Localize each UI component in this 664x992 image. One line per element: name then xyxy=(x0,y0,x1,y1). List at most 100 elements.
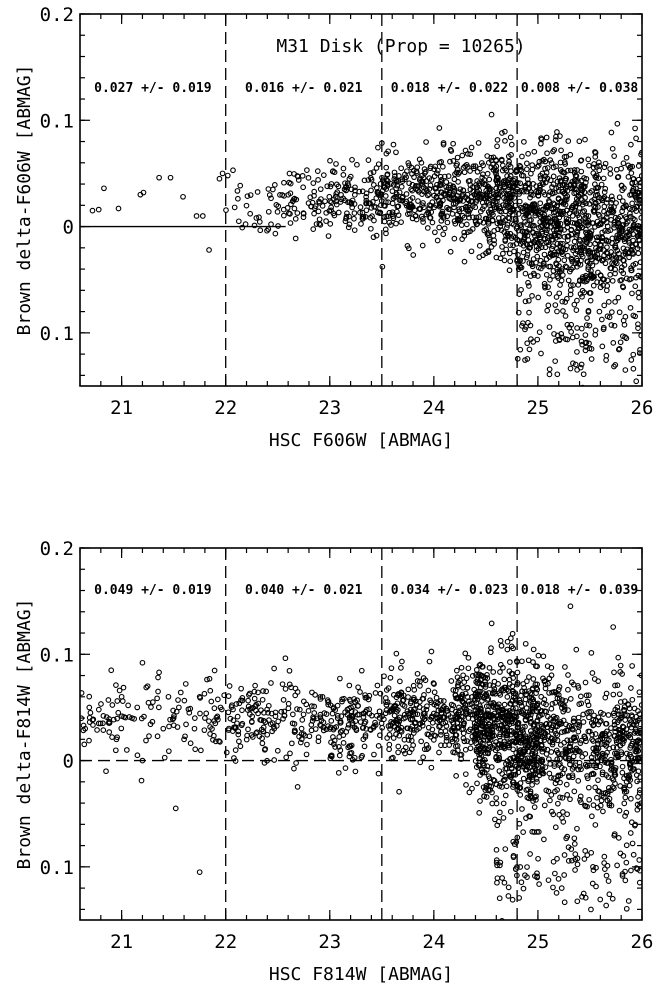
data-point xyxy=(239,697,246,704)
data-point xyxy=(564,252,571,259)
data-point xyxy=(580,384,585,386)
data-point xyxy=(518,879,525,886)
y-tick-label: 0.2 xyxy=(40,4,74,26)
data-point xyxy=(497,809,503,816)
data-point xyxy=(605,788,612,795)
data-point xyxy=(599,732,605,739)
data-point xyxy=(474,677,481,683)
data-point xyxy=(517,792,524,798)
data-point xyxy=(345,224,352,231)
data-point xyxy=(517,241,524,247)
data-point xyxy=(584,231,590,238)
data-point xyxy=(518,692,524,699)
data-point xyxy=(467,745,474,752)
data-point xyxy=(285,191,292,198)
data-point xyxy=(299,172,306,179)
data-point xyxy=(459,205,465,212)
data-point xyxy=(620,852,627,859)
data-point xyxy=(620,160,627,167)
data-point xyxy=(481,203,487,210)
data-point xyxy=(346,682,353,689)
data-point xyxy=(578,737,585,744)
data-point xyxy=(578,251,585,258)
data-point xyxy=(604,196,610,203)
data-point xyxy=(465,654,472,661)
data-point xyxy=(139,659,146,666)
data-point xyxy=(304,167,310,173)
data-point xyxy=(249,734,256,740)
data-point xyxy=(428,699,435,706)
data-point xyxy=(600,175,607,182)
data-point xyxy=(300,184,306,191)
data-point xyxy=(569,334,576,341)
data-point xyxy=(437,723,443,729)
data-point xyxy=(439,714,446,721)
y-axis-label-f606w: Brown delta-F606W [ABMAG] xyxy=(14,65,35,336)
data-point xyxy=(541,746,548,752)
data-point xyxy=(501,715,508,722)
data-point xyxy=(406,207,412,214)
data-point xyxy=(542,681,549,688)
data-point xyxy=(558,147,564,154)
data-point xyxy=(420,675,427,681)
data-point xyxy=(346,753,353,760)
data-point xyxy=(360,714,367,720)
data-point xyxy=(486,690,492,696)
data-point xyxy=(490,669,497,675)
data-point xyxy=(114,715,120,722)
data-point xyxy=(230,717,237,724)
data-point xyxy=(584,775,591,782)
data-point xyxy=(406,749,413,756)
data-point xyxy=(437,202,444,209)
data-point xyxy=(518,699,524,706)
data-point xyxy=(451,176,458,183)
data-point xyxy=(550,722,557,729)
bin-labels-f606w: 0.027 +/- 0.019 0.016 +/- 0.021 0.018 +/- … xyxy=(94,81,638,96)
data-point xyxy=(281,708,288,715)
data-point xyxy=(409,203,415,210)
data-point xyxy=(370,169,377,175)
data-point xyxy=(635,163,642,169)
data-point xyxy=(544,663,551,670)
data-point xyxy=(443,184,450,190)
data-point xyxy=(611,153,618,160)
data-point xyxy=(564,792,571,798)
data-point xyxy=(547,738,553,745)
data-point xyxy=(473,764,480,770)
data-point xyxy=(357,209,363,216)
data-point xyxy=(436,224,443,231)
data-point xyxy=(556,751,562,757)
data-point xyxy=(323,218,329,224)
data-point xyxy=(619,723,626,730)
data-point xyxy=(131,715,138,722)
data-point xyxy=(351,191,358,198)
data-point xyxy=(638,230,642,237)
data-point xyxy=(507,242,514,249)
data-point xyxy=(300,214,307,221)
data-point xyxy=(488,209,495,216)
data-point xyxy=(599,769,606,776)
data-point xyxy=(601,866,608,872)
data-point xyxy=(524,742,530,749)
data-point xyxy=(497,219,504,226)
data-point xyxy=(558,177,564,184)
data-point xyxy=(380,177,386,184)
data-point xyxy=(538,746,545,752)
data-point xyxy=(534,681,541,688)
data-point xyxy=(411,706,417,713)
data-point xyxy=(409,715,416,722)
data-point xyxy=(302,732,308,739)
data-point xyxy=(614,862,620,869)
data-point xyxy=(414,170,420,176)
data-point xyxy=(370,234,377,241)
data-point xyxy=(363,199,370,206)
data-point xyxy=(214,696,221,703)
data-point xyxy=(487,779,494,786)
data-point xyxy=(567,761,573,768)
data-point xyxy=(580,371,587,378)
data-point xyxy=(418,738,425,745)
data-point xyxy=(494,703,501,710)
x-tick-label: 24 xyxy=(422,397,445,419)
data-point xyxy=(612,298,618,305)
data-point xyxy=(385,685,392,691)
